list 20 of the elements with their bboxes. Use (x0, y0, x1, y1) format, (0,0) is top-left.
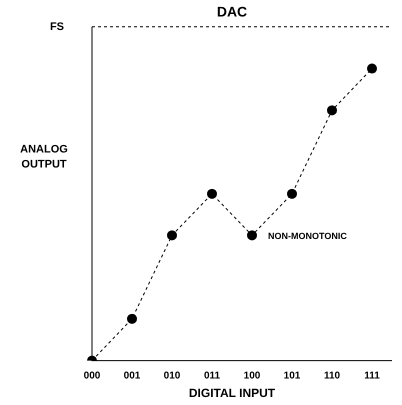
point (127, 314, 137, 324)
annotation: NON-MONOTONIC (268, 230, 348, 241)
point (167, 230, 177, 240)
y-axis-title: ANALOG OUTPUT (20, 144, 68, 171)
x-tick-label: 111 (364, 370, 380, 382)
x-tick-label: 010 (164, 370, 181, 382)
point (367, 64, 377, 74)
point (327, 105, 337, 116)
x-tick-label: 001 (124, 370, 141, 382)
x-tick-label: 011 (204, 370, 220, 382)
point (207, 188, 217, 199)
point (287, 188, 297, 199)
x-tick-label: 000 (84, 370, 101, 382)
ref-line-label: FS (50, 20, 64, 33)
x-tick-label: 101 (284, 370, 301, 382)
x-axis-title: DIGITAL INPUT (188, 386, 276, 400)
chart-title: DAC (216, 3, 248, 20)
x-tick-label: 100 (244, 370, 261, 382)
x-tick-label: 110 (324, 370, 340, 382)
point (247, 230, 257, 240)
